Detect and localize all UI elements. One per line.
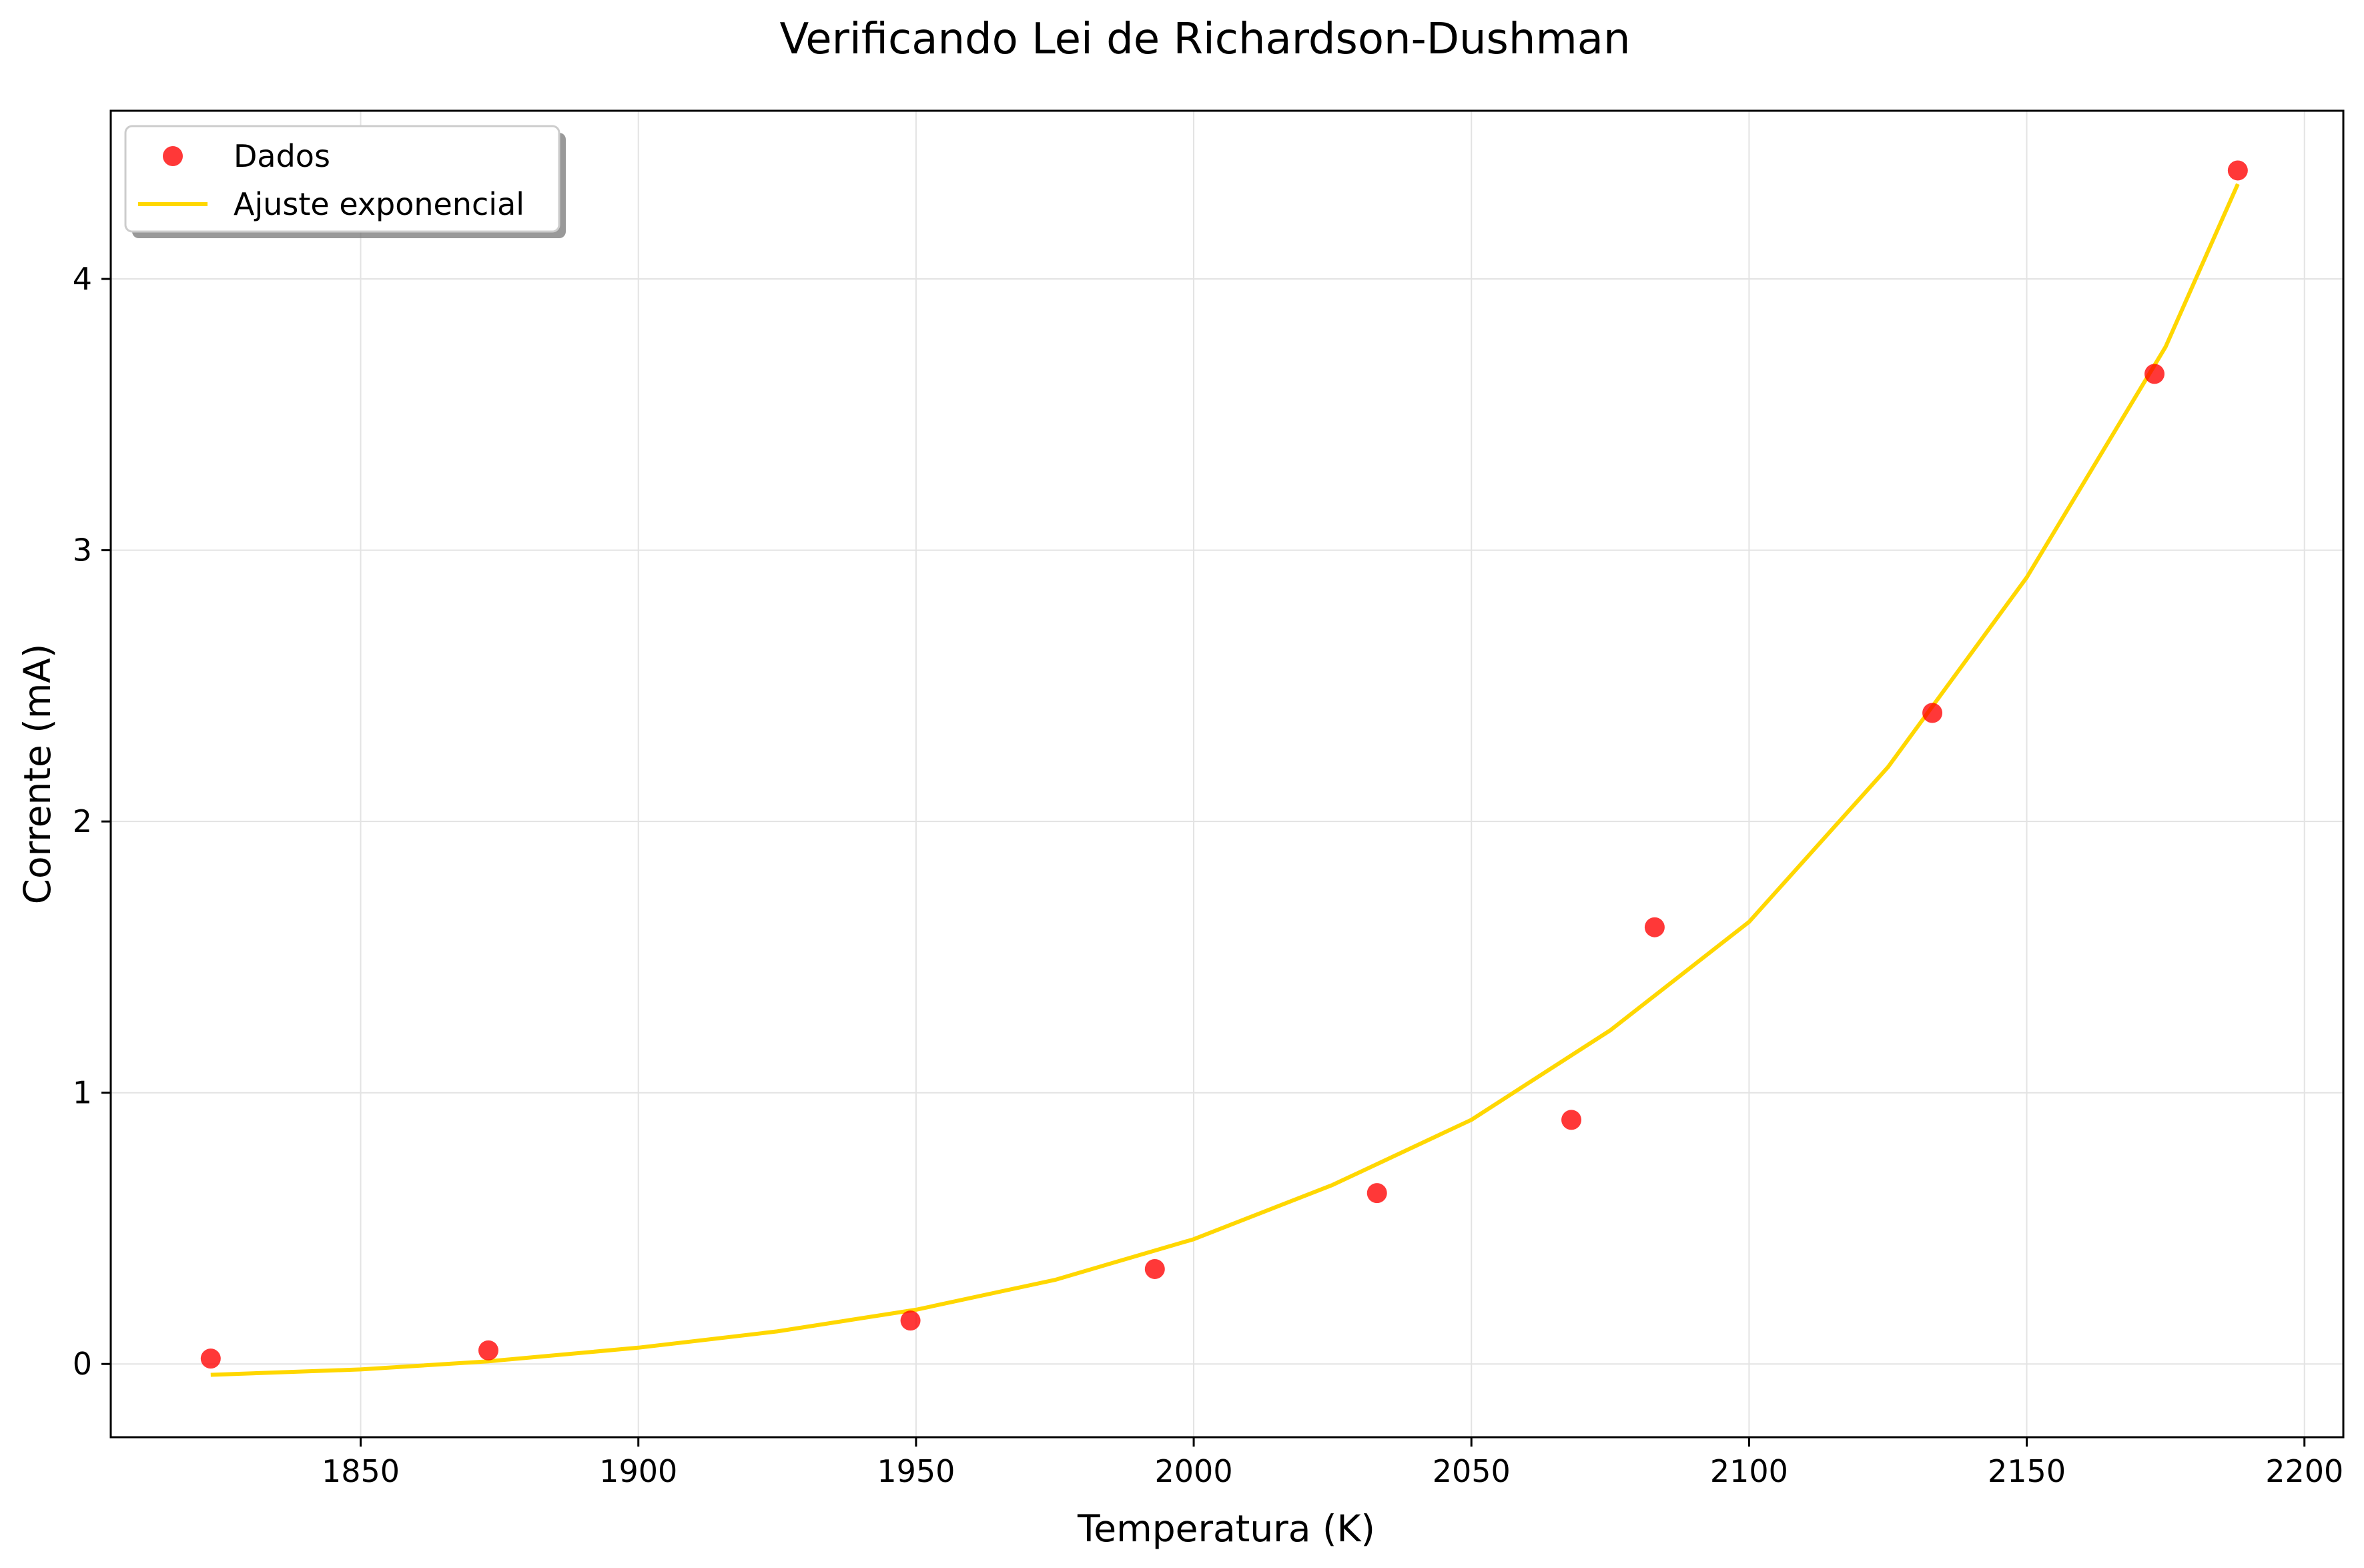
data-point bbox=[2144, 364, 2165, 384]
data-point bbox=[1922, 703, 1943, 723]
data-point bbox=[1366, 1183, 1387, 1204]
ticks: 1850 1900 1950 2000 2050 2100 2150 2200 0 1 2 3 4 bbox=[73, 261, 2344, 1489]
x-tick-label: 2200 bbox=[2265, 1453, 2343, 1489]
axes-frame bbox=[109, 109, 2345, 1439]
data-point bbox=[1144, 1258, 1165, 1279]
fit-line bbox=[210, 183, 2240, 1377]
series-line-layer bbox=[210, 183, 2240, 1377]
data-point bbox=[2227, 160, 2248, 181]
y-tick-label: 0 bbox=[73, 1346, 92, 1382]
legend: Dados Ajuste exponencial bbox=[124, 125, 566, 238]
legend-label-dados: Dados bbox=[234, 138, 330, 174]
data-point bbox=[200, 1348, 221, 1369]
legend-marker-dados bbox=[163, 146, 183, 166]
x-tick-label: 2100 bbox=[1710, 1453, 1788, 1489]
x-tick-label: 1950 bbox=[877, 1453, 955, 1489]
chart-title: Verificando Lei de Richardson-Dushman bbox=[779, 15, 1630, 64]
legend-box bbox=[124, 125, 560, 233]
data-point bbox=[1561, 1110, 1582, 1130]
y-tick-label: 3 bbox=[73, 532, 92, 568]
x-tick-label: 1900 bbox=[599, 1453, 677, 1489]
series-point-layer bbox=[200, 160, 2248, 1369]
y-axis-label: Corrente (mA) bbox=[16, 644, 59, 905]
legend-label-ajuste: Ajuste exponencial bbox=[234, 186, 524, 222]
grid bbox=[111, 111, 2343, 1437]
y-tick-label: 1 bbox=[73, 1075, 92, 1111]
data-point bbox=[478, 1340, 498, 1360]
x-tick-label: 2150 bbox=[1988, 1453, 2066, 1489]
y-tick-label: 2 bbox=[73, 803, 92, 839]
x-tick-label: 1850 bbox=[322, 1453, 400, 1489]
x-axis-label: Temperatura (K) bbox=[1077, 1507, 1375, 1550]
x-tick-label: 2050 bbox=[1433, 1453, 1511, 1489]
data-point bbox=[900, 1310, 921, 1331]
x-tick-label: 2000 bbox=[1155, 1453, 1233, 1489]
y-tick-label: 4 bbox=[73, 261, 92, 297]
data-point bbox=[1644, 917, 1665, 937]
